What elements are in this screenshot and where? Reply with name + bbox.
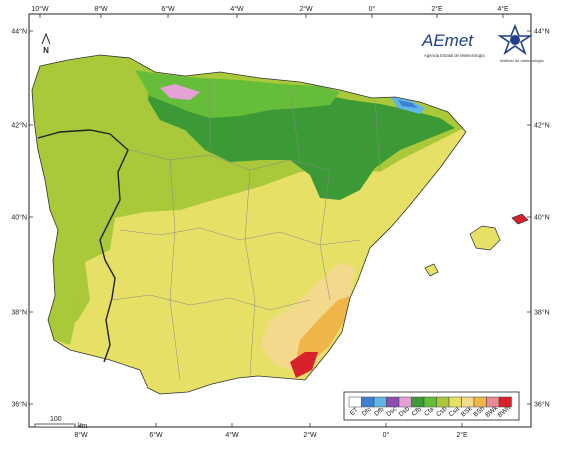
lon-tick-bottom-label: 6°W (149, 431, 163, 439)
portugal-border (37, 129, 129, 363)
lat-tick-right-label: 42°N (534, 122, 550, 130)
aemet-subtitle: Agencia Estatal de Meteorología (424, 53, 485, 58)
lat-tick-left-label: 40°N (11, 214, 27, 222)
lon-tick-bottom-label: 4°W (225, 431, 239, 439)
legend-swatch-et (348, 396, 362, 408)
lon-tick-top-label: 0° (369, 5, 376, 13)
province-borders (111, 80, 381, 381)
lat-ticks-right: 44°N 42°N 40°N 38°N 36°N (527, 28, 550, 409)
lat-tick-left-label: 42°N (11, 122, 27, 130)
ipma-logo: instituto de meteorologia (497, 23, 544, 63)
legend-label-et: ET (349, 406, 360, 417)
lat-tick-left-label: 38°N (11, 309, 27, 317)
lon-tick-top-label: 4°E (497, 5, 509, 13)
lat-tick-right-label: 44°N (534, 28, 550, 36)
north-arrow-icon (41, 32, 51, 45)
scale-bar: 100 km (34, 416, 88, 430)
lon-tick-top-label: 2°E (431, 5, 443, 13)
legend-swatch-bwh (498, 396, 512, 408)
lon-ticks-top: 10°W 8°W 6°W 4°W 2°W 0° 2°E 4°E (31, 5, 509, 18)
lat-ticks-left: 44°N 42°N 40°N 38°N 36°N (11, 28, 33, 409)
north-arrow: N (41, 32, 51, 55)
zone-bsk (260, 262, 355, 372)
aemet-wordmark: AEmet (421, 31, 474, 50)
iberian-peninsula (32, 55, 466, 394)
zone-dsb (160, 84, 200, 100)
lon-tick-top-label: 6°W (161, 5, 175, 13)
lon-tick-bottom-label: 2°E (456, 431, 468, 439)
lon-tick-top-label: 10°W (31, 5, 49, 13)
ibiza (424, 263, 439, 277)
lon-tick-top-label: 2°W (299, 5, 313, 13)
lat-tick-left-label: 44°N (11, 28, 27, 36)
zone-cfa (135, 70, 340, 118)
scale-bar-unit: km (78, 423, 88, 430)
menorca (511, 213, 529, 225)
lat-tick-right-label: 40°N (534, 214, 550, 222)
lon-tick-bottom-label: 2°W (303, 431, 317, 439)
scale-bar-value: 100 (50, 416, 62, 423)
balearic-islands (424, 213, 529, 277)
ipma-subtitle: instituto de meteorologia (500, 58, 544, 63)
lon-tick-top-label: 4°W (230, 5, 244, 13)
lat-tick-left-label: 36°N (11, 401, 27, 409)
lon-tick-top-label: 8°W (94, 5, 108, 13)
lon-ticks-bottom: 8°W 6°W 4°W 2°W 0° 2°E (74, 423, 468, 439)
zone-bsh (296, 296, 350, 362)
north-label: N (43, 46, 49, 55)
zone-dfc (398, 100, 418, 108)
lat-tick-right-label: 38°N (534, 309, 550, 317)
zone-bwh (290, 352, 318, 378)
lon-tick-bottom-label: 8°W (74, 431, 88, 439)
aemet-logo: AEmet Agencia Estatal de Meteorología (421, 31, 485, 58)
mallorca (469, 225, 501, 251)
lat-tick-right-label: 36°N (534, 401, 550, 409)
lon-tick-bottom-label: 0° (383, 431, 390, 439)
